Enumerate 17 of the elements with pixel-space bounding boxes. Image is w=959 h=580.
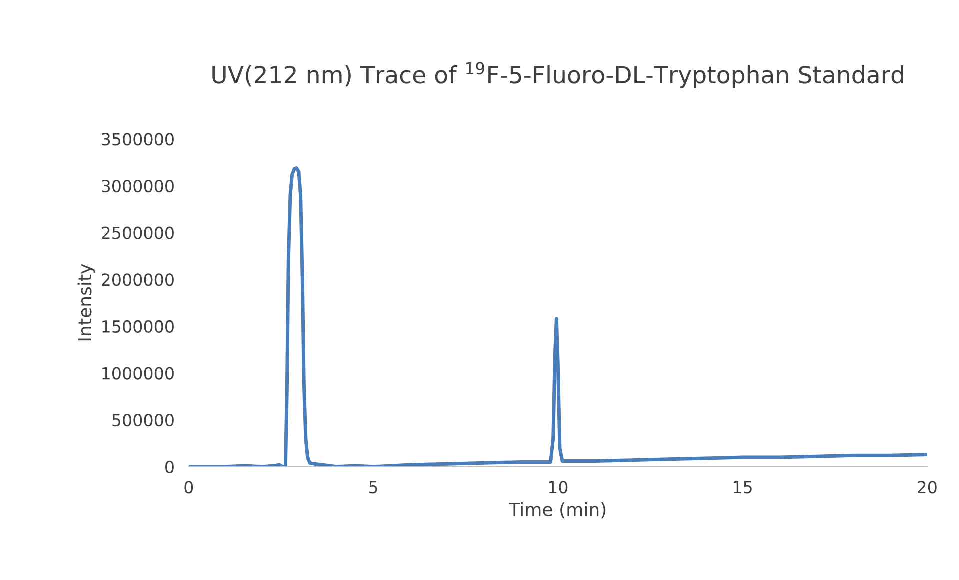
y-tick-label: 2000000 (102, 274, 174, 286)
y-tick-label: 0 (166, 460, 174, 474)
y-tick-label: 3500000 (102, 133, 174, 146)
x-tick-label: 0 (184, 481, 194, 494)
y-tick-label: 500000 (112, 414, 174, 427)
x-axis-title: Time (min) (509, 502, 606, 519)
x-tick-label: 10 (549, 481, 568, 494)
y-tick-label: 1500000 (102, 320, 174, 334)
x-tick-label: 15 (734, 481, 752, 494)
y-tick-label: 3000000 (102, 180, 174, 193)
y-tick-label: 2500000 (102, 226, 174, 240)
y-axis-title: Intensity (78, 264, 96, 341)
line-series (188, 166, 928, 467)
y-tick-label: 1000000 (102, 367, 174, 380)
chart-title: UV(212 nm) Trace of $^{19}$F-5-Fluoro-DL-Tryptophan Standard (212, 62, 904, 88)
x-tick-label: 5 (370, 481, 378, 494)
x-tick-label: 20 (918, 481, 937, 494)
